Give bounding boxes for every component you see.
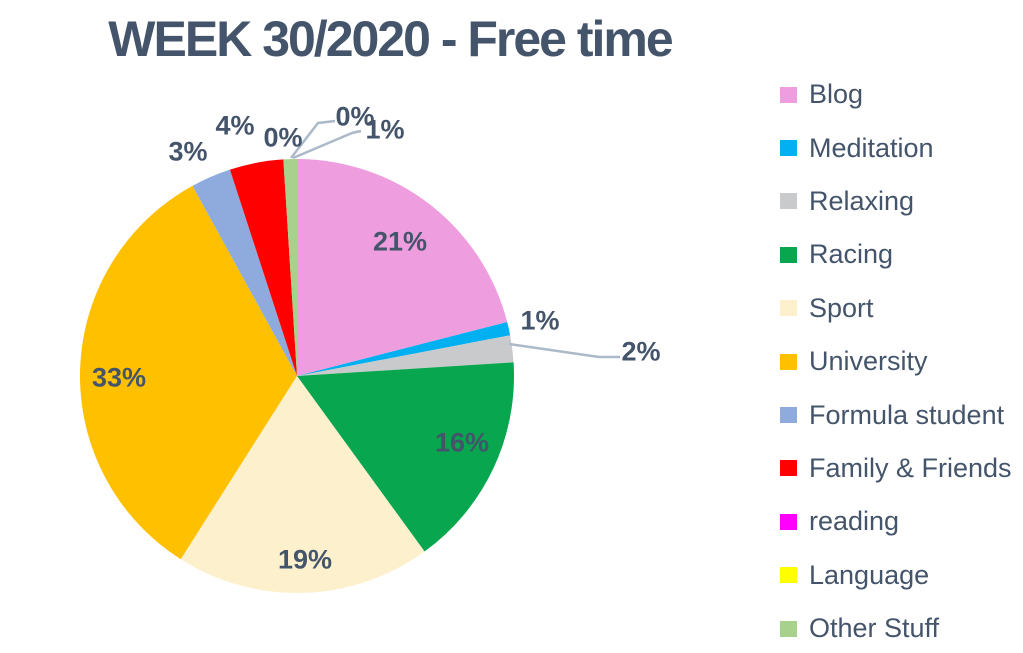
legend-swatch-language — [780, 567, 797, 584]
legend-label-formula-student: Formula student — [809, 399, 1005, 430]
legend-swatch-meditation — [780, 140, 797, 157]
legend-swatch-family-friends — [780, 460, 797, 477]
pie-label-university: 33% — [91, 362, 147, 393]
leader-lines-group — [290, 119, 620, 359]
legend-swatch-sport — [780, 300, 797, 317]
chart-title: WEEK 30/2020 - Free time — [108, 11, 673, 67]
legend-swatch-relaxing — [780, 193, 797, 210]
legend-label-sport: Sport — [809, 292, 874, 323]
pie-slice-university — [80, 185, 298, 560]
legend-label-relaxing: Relaxing — [809, 185, 915, 216]
pie-label-racing: 16% — [434, 427, 490, 458]
legend-item-racing: Racing — [780, 228, 1012, 281]
legend-item-language: Language — [780, 549, 1012, 602]
pie-slice-relaxing — [297, 335, 514, 376]
pie-slice-other-stuff — [283, 159, 297, 376]
pie-slice-sport — [180, 376, 425, 594]
pie-label-relaxing: 2% — [621, 336, 661, 367]
legend-item-reading: reading — [780, 495, 1012, 548]
legend-label-language: Language — [809, 559, 930, 590]
pie-slice-racing — [297, 362, 514, 552]
legend-label-family-friends: Family & Friends — [809, 452, 1012, 483]
legend-label-reading: reading — [809, 506, 900, 537]
legend-item-university: University — [780, 335, 1012, 388]
pie-label-meditation: 1% — [520, 305, 560, 336]
legend: Blog Meditation Relaxing Racing Sport Univers… — [780, 68, 1012, 653]
pie-label-language: 0% — [335, 101, 375, 132]
legend-item-formula-student: Formula student — [780, 388, 1012, 441]
legend-item-blog: Blog — [780, 68, 1012, 121]
pie-label-formula-student: 3% — [168, 136, 208, 167]
legend-item-sport: Sport — [780, 282, 1012, 335]
legend-label-other-stuff: Other Stuff — [809, 613, 940, 644]
pie-slices-group — [80, 159, 514, 594]
legend-label-blog: Blog — [809, 79, 864, 110]
legend-item-meditation: Meditation — [780, 121, 1012, 174]
pie-label-other-stuff: 1% — [365, 114, 405, 145]
legend-swatch-racing — [780, 246, 797, 263]
legend-swatch-blog — [780, 86, 797, 103]
pie-slice-family-friends — [229, 159, 297, 376]
pie-slice-formula-student — [192, 169, 297, 376]
pie-slice-blog — [297, 159, 508, 376]
pie-label-sport: 19% — [277, 544, 333, 575]
legend-item-family-friends: Family & Friends — [780, 442, 1012, 495]
legend-label-racing: Racing — [809, 239, 894, 270]
legend-swatch-formula-student — [780, 407, 797, 424]
pie-label-blog: 21% — [372, 226, 428, 257]
pie-label-family-friends: 4% — [215, 110, 255, 141]
legend-label-meditation: Meditation — [809, 132, 934, 163]
leader-line-2 — [508, 342, 620, 359]
leader-line-0 — [290, 119, 336, 159]
legend-swatch-university — [780, 353, 797, 370]
pie-label-reading: 0% — [263, 122, 303, 153]
legend-item-other-stuff: Other Stuff — [780, 602, 1012, 653]
legend-swatch-other-stuff — [780, 620, 797, 637]
legend-label-university: University — [809, 346, 928, 377]
pie-slice-meditation — [297, 322, 511, 376]
leader-line-1 — [292, 129, 362, 160]
legend-item-relaxing: Relaxing — [780, 175, 1012, 228]
legend-swatch-reading — [780, 513, 797, 530]
